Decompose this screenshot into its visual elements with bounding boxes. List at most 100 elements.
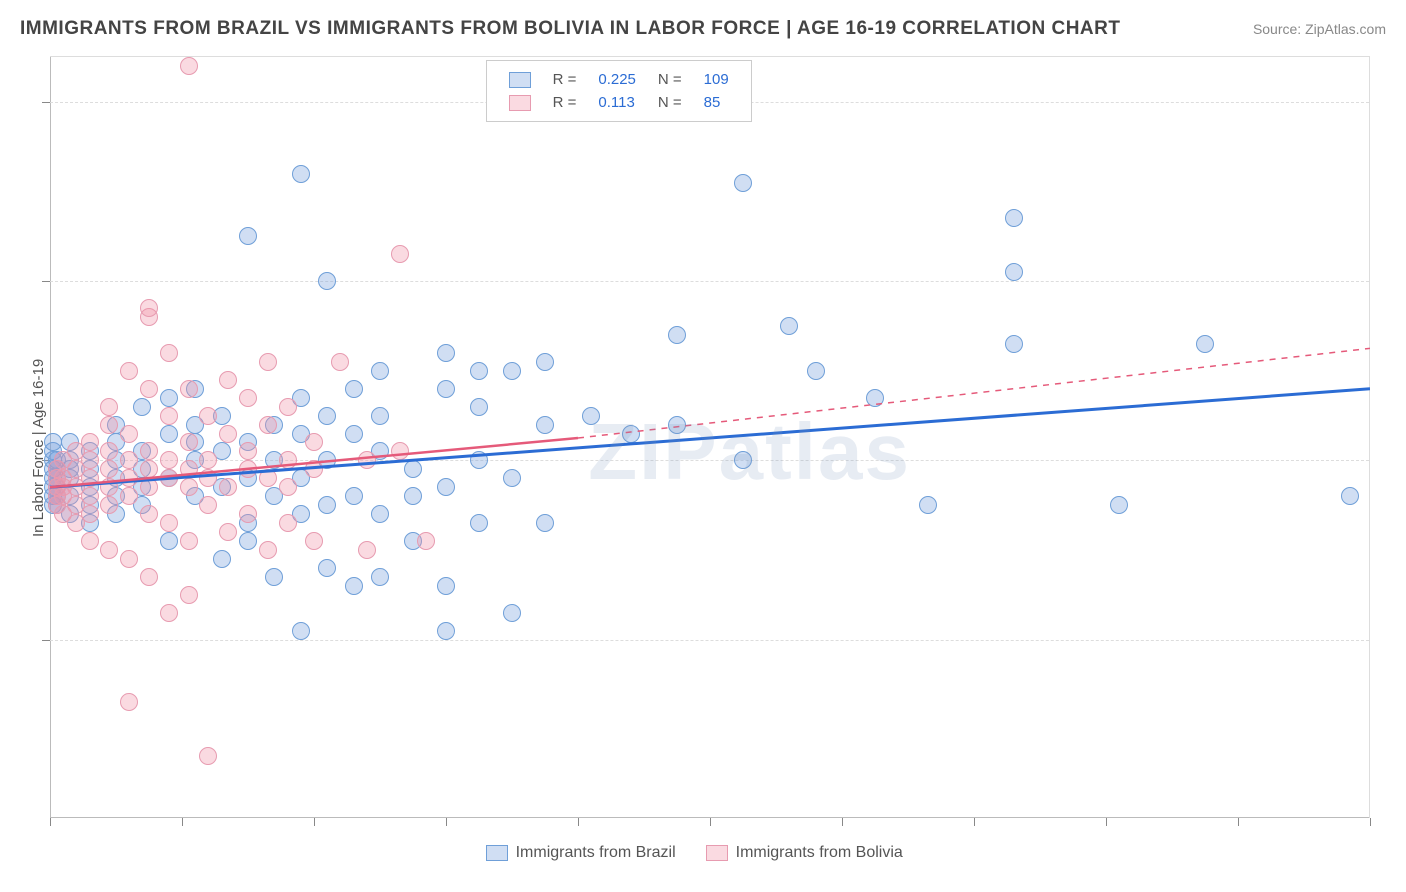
scatter-point: [120, 550, 138, 568]
scatter-point: [503, 604, 521, 622]
scatter-point: [371, 362, 389, 380]
scatter-point: [919, 496, 937, 514]
scatter-point: [160, 451, 178, 469]
scatter-point: [100, 478, 118, 496]
legend-n-value: 109: [694, 69, 739, 90]
legend-r-value: 0.113: [588, 92, 646, 113]
scatter-point: [470, 451, 488, 469]
scatter-point: [81, 469, 99, 487]
scatter-point: [239, 227, 257, 245]
scatter-point: [199, 496, 217, 514]
xtick: [578, 818, 579, 826]
scatter-point: [279, 398, 297, 416]
scatter-point: [259, 353, 277, 371]
scatter-point: [371, 505, 389, 523]
legend-n-label: N =: [648, 92, 692, 113]
scatter-point: [503, 362, 521, 380]
scatter-point: [582, 407, 600, 425]
scatter-point: [331, 353, 349, 371]
scatter-point: [437, 478, 455, 496]
scatter-point: [265, 568, 283, 586]
scatter-point: [470, 362, 488, 380]
scatter-point: [371, 568, 389, 586]
scatter-point: [305, 532, 323, 550]
scatter-point: [180, 433, 198, 451]
scatter-point: [239, 505, 257, 523]
legend-swatch: [509, 72, 531, 88]
scatter-point: [81, 433, 99, 451]
legend-swatch: [486, 845, 508, 861]
scatter-point: [81, 505, 99, 523]
scatter-point: [160, 425, 178, 443]
scatter-point: [404, 460, 422, 478]
scatter-point: [668, 326, 686, 344]
scatter-point: [866, 389, 884, 407]
scatter-point: [199, 747, 217, 765]
scatter-point: [668, 416, 686, 434]
scatter-point: [100, 460, 118, 478]
scatter-point: [470, 398, 488, 416]
scatter-point: [318, 559, 336, 577]
scatter-point: [239, 389, 257, 407]
legend-r-value: 0.225: [588, 69, 646, 90]
legend-n-value: 85: [694, 92, 739, 113]
legend-bottom: Immigrants from Brazil Immigrants from B…: [486, 844, 903, 862]
source-label: Source: ZipAtlas.com: [1253, 21, 1386, 37]
scatter-point: [536, 514, 554, 532]
scatter-point: [219, 478, 237, 496]
scatter-point: [160, 389, 178, 407]
scatter-point: [1005, 263, 1023, 281]
scatter-point: [180, 532, 198, 550]
legend-item: Immigrants from Bolivia: [706, 844, 903, 862]
scatter-point: [140, 442, 158, 460]
scatter-point: [807, 362, 825, 380]
scatter-point: [120, 425, 138, 443]
y-axis-label: In Labor Force | Age 16-19: [30, 359, 47, 537]
scatter-point: [292, 165, 310, 183]
scatter-point: [470, 514, 488, 532]
scatter-point: [1341, 487, 1359, 505]
legend-r-label: R =: [543, 69, 587, 90]
scatter-point: [371, 407, 389, 425]
scatter-point: [259, 541, 277, 559]
legend-correlation: R = 0.225 N = 109 R = 0.113 N = 85: [486, 60, 752, 122]
xtick: [314, 818, 315, 826]
scatter-point: [120, 469, 138, 487]
scatter-point: [1110, 496, 1128, 514]
legend-label: Immigrants from Brazil: [516, 844, 676, 862]
chart-title: IMMIGRANTS FROM BRAZIL VS IMMIGRANTS FRO…: [20, 18, 1120, 40]
scatter-point: [345, 425, 363, 443]
scatter-point: [140, 568, 158, 586]
scatter-point: [279, 514, 297, 532]
ytick: [42, 281, 50, 282]
scatter-point: [259, 416, 277, 434]
scatter-point: [1005, 209, 1023, 227]
legend-r-label: R =: [543, 92, 587, 113]
scatter-point: [160, 532, 178, 550]
xtick: [974, 818, 975, 826]
scatter-point: [536, 416, 554, 434]
scatter-point: [180, 57, 198, 75]
scatter-point: [160, 604, 178, 622]
xtick: [50, 818, 51, 826]
title-bar: IMMIGRANTS FROM BRAZIL VS IMMIGRANTS FRO…: [20, 18, 1386, 40]
scatter-point: [140, 478, 158, 496]
legend-n-label: N =: [648, 69, 692, 90]
scatter-point: [219, 523, 237, 541]
scatter-point: [318, 407, 336, 425]
xtick: [1370, 818, 1371, 826]
xtick: [1106, 818, 1107, 826]
scatter-point: [213, 550, 231, 568]
scatter-point: [239, 460, 257, 478]
scatter-point: [391, 442, 409, 460]
scatter-point: [239, 532, 257, 550]
xtick: [182, 818, 183, 826]
scatter-point: [345, 380, 363, 398]
scatter-point: [305, 433, 323, 451]
scatter-point: [219, 371, 237, 389]
scatter-point: [160, 407, 178, 425]
scatter-point: [279, 451, 297, 469]
scatter-point: [120, 451, 138, 469]
scatter-point: [622, 425, 640, 443]
scatter-point: [140, 299, 158, 317]
